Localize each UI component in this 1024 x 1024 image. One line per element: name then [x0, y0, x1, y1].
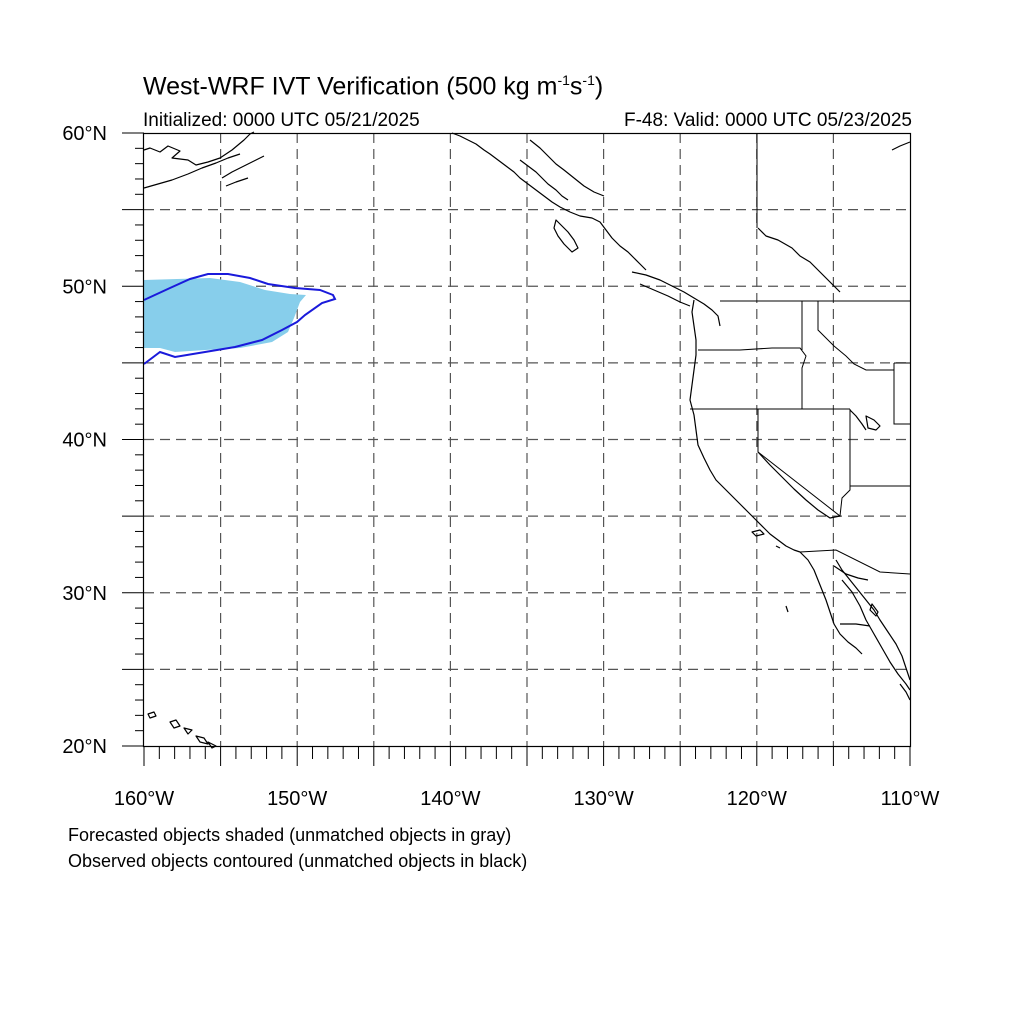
lon-label: 140°W: [420, 788, 480, 810]
plot-border: [142, 132, 912, 748]
lat-label: 30°N: [62, 583, 107, 605]
graticule: [144, 133, 910, 746]
coastlines: [143, 131, 911, 749]
lon-label: 120°W: [727, 788, 787, 810]
initialized-label: Initialized: 0000 UTC 05/21/2025: [143, 110, 420, 131]
lon-label: 110°W: [881, 788, 940, 810]
lon-label: 130°W: [573, 788, 633, 810]
lat-label: 60°N: [62, 123, 107, 145]
lat-label: 20°N: [62, 736, 107, 758]
map-title: West-WRF IVT Verification (500 kg m-1s-1…: [143, 72, 604, 101]
observed-note: Observed objects contoured (unmatched ob…: [68, 851, 528, 871]
lon-label: 160°W: [114, 788, 174, 810]
political-borders: [690, 133, 911, 575]
lat-label: 50°N: [62, 276, 107, 298]
forecast-note: Forecasted objects shaded (unmatched obj…: [68, 825, 512, 845]
valid-time-label: F-48: Valid: 0000 UTC 05/23/2025: [624, 110, 912, 131]
latitude-labels: 60°N 50°N 40°N 30°N 20°N: [62, 123, 107, 758]
lon-label: 150°W: [267, 788, 327, 810]
longitude-labels: 160°W 150°W 140°W 130°W 120°W 110°W: [114, 788, 940, 810]
lat-label: 40°N: [62, 430, 107, 452]
observed-ivt-contour: [143, 273, 337, 365]
forecast-ivt-object: [144, 278, 306, 352]
axis-ticks: [122, 132, 911, 766]
